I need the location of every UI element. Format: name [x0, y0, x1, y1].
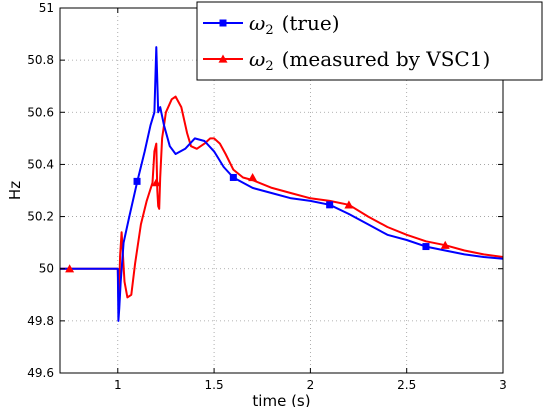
- legend-marker-true: [219, 19, 227, 27]
- x-tick-label: 2.5: [397, 378, 416, 392]
- x-axis-label: time (s): [252, 392, 310, 407]
- data-point-marker: [151, 178, 161, 187]
- data-point-marker: [248, 172, 258, 182]
- x-tick-label: 1.5: [205, 378, 224, 392]
- y-tick-label: 50.2: [27, 210, 54, 224]
- legend-box: [196, 1, 543, 81]
- legend-label-true: ω2 (true): [249, 11, 340, 38]
- data-point-marker: [344, 200, 354, 209]
- data-point-marker: [422, 243, 430, 251]
- legend-label-measured: ω2 (measured by VSC1): [249, 47, 490, 74]
- x-tick-label: 1: [114, 378, 122, 392]
- legend-subscript-true: 2: [265, 23, 273, 38]
- y-tick-label: 50.8: [27, 53, 54, 67]
- legend-suffix-measured: (measured by VSC1): [282, 47, 491, 71]
- y-tick-label: 50.4: [27, 157, 54, 171]
- y-axis-label: Hz: [6, 181, 24, 200]
- legend-symbol-true: ω: [249, 11, 265, 35]
- legend-marker-shape: [219, 19, 227, 27]
- legend-marker-measured: [218, 54, 228, 63]
- legend-entry-true: ω2 (true): [203, 11, 340, 38]
- data-point-marker: [65, 264, 75, 273]
- series-line-1: [60, 95, 504, 309]
- y-tick-label: 51: [39, 1, 54, 15]
- series-lines: [60, 46, 504, 322]
- legend-suffix-true: (true): [282, 11, 340, 35]
- series-line-0: [60, 46, 504, 322]
- y-tick-label: 50: [39, 262, 54, 276]
- legend-symbol-measured: ω: [249, 47, 265, 71]
- y-tick-label: 50.6: [27, 105, 54, 119]
- x-tick-label: 3: [499, 378, 507, 392]
- legend-entry-measured: ω2 (measured by VSC1): [203, 47, 490, 74]
- x-tick-label: 2: [307, 378, 315, 392]
- data-point-marker: [440, 240, 450, 249]
- y-tick-label: 49.8: [27, 314, 54, 328]
- data-point-marker: [326, 201, 334, 209]
- legend-marker-shape: [218, 54, 228, 63]
- y-tick-label: 49.6: [27, 366, 54, 380]
- legend: ω2 (true) ω2 (measured by VSC1): [196, 1, 543, 81]
- data-point-marker: [229, 173, 237, 181]
- legend-subscript-measured: 2: [265, 59, 273, 74]
- data-point-marker: [133, 177, 141, 185]
